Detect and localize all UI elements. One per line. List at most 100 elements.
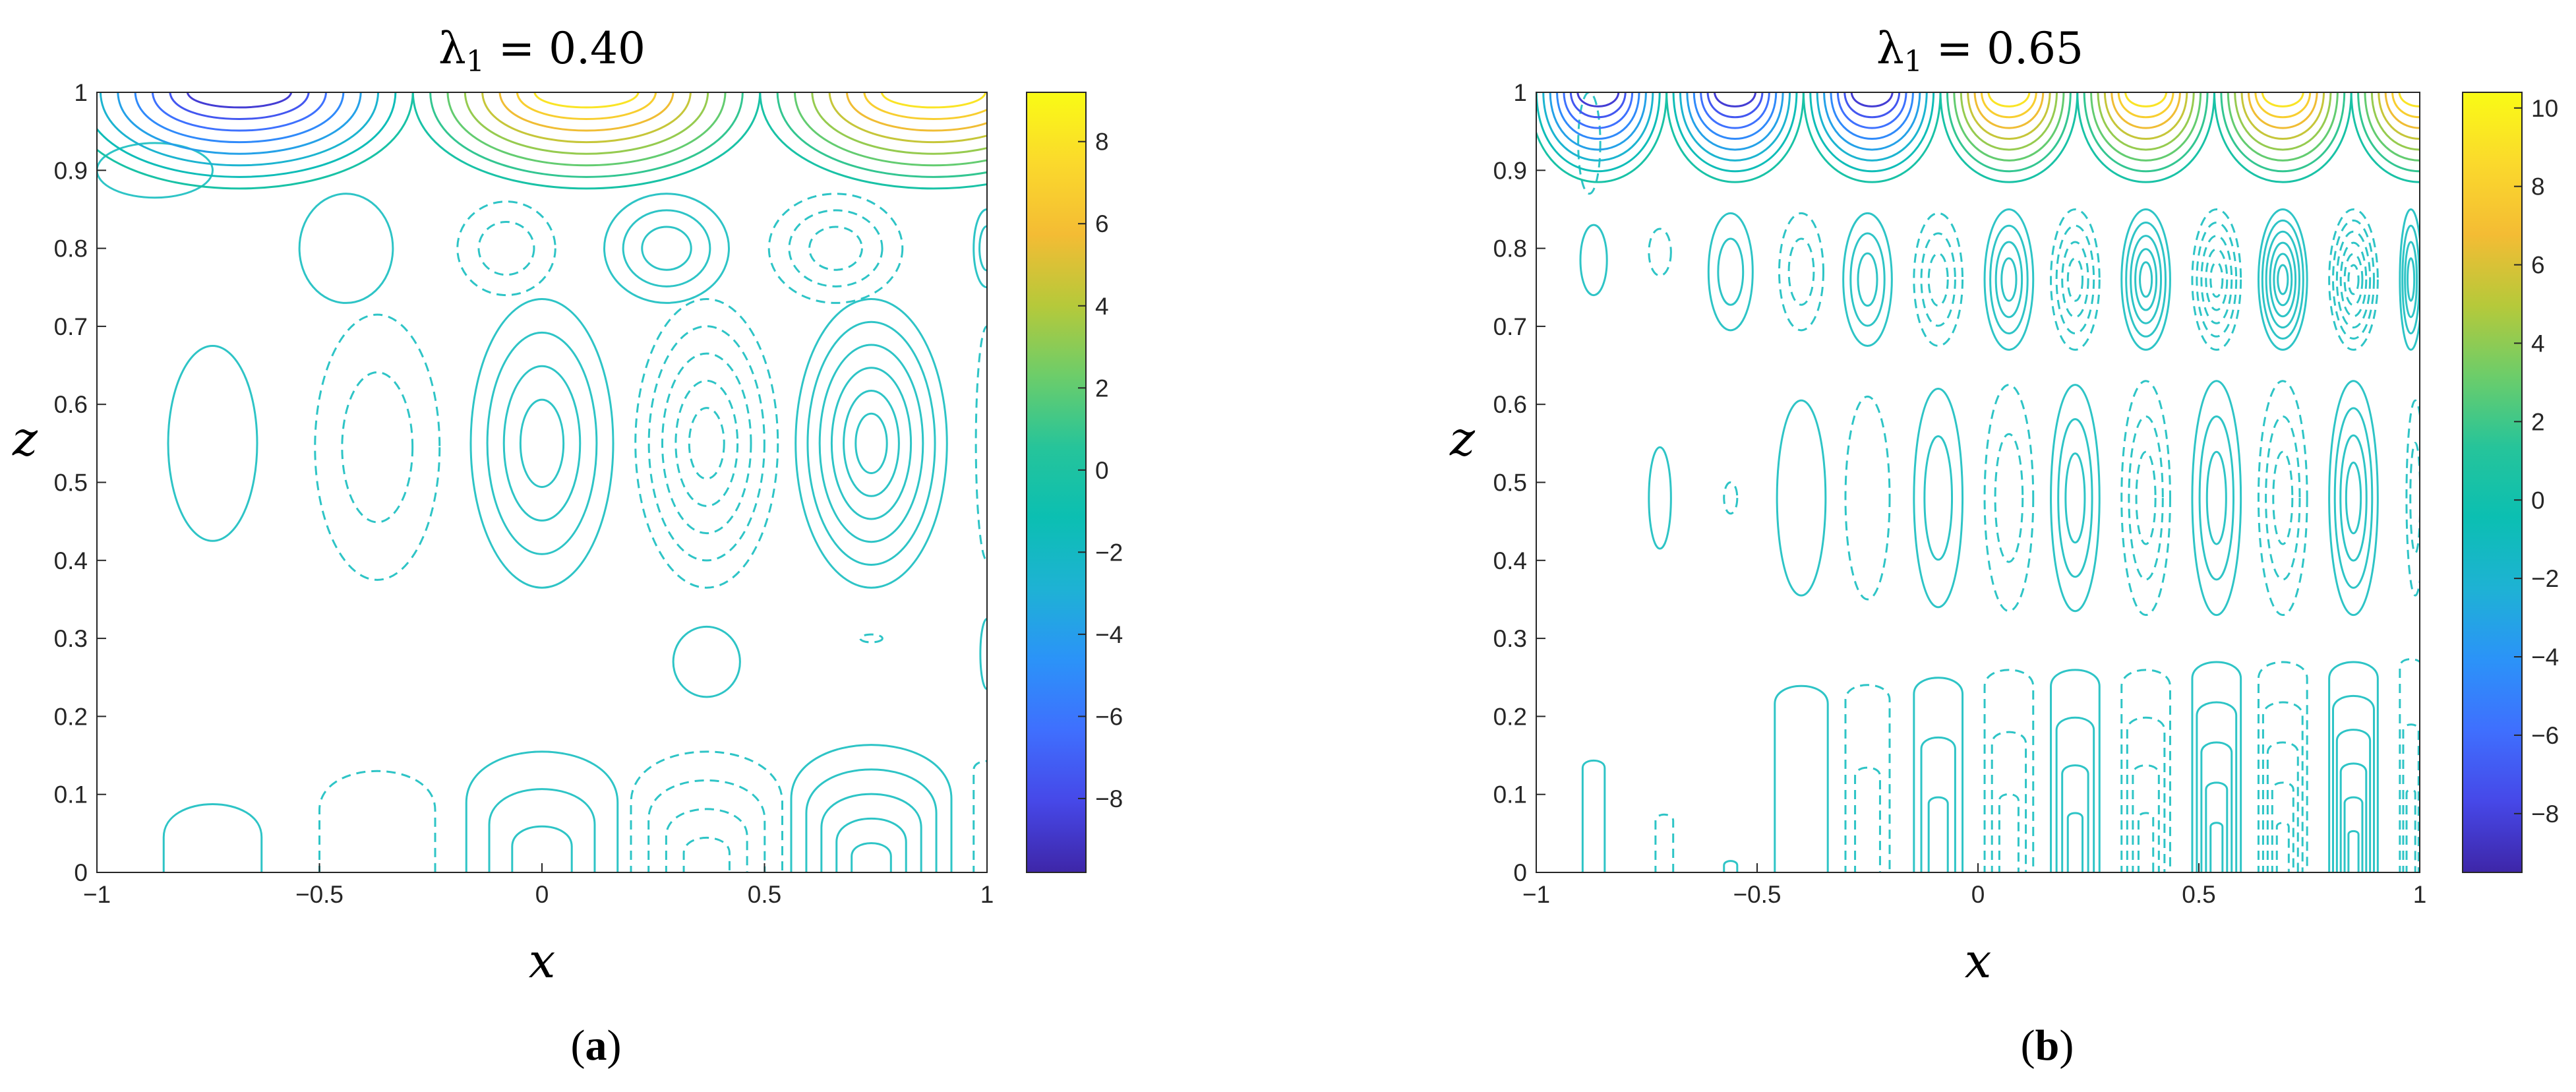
contour-line-high: [828, 92, 987, 143]
contour-line-high: [2240, 92, 2325, 140]
contour-line-positive: [1923, 435, 1954, 561]
contour-line-positive: [830, 367, 913, 520]
contour-line-positive: [2332, 694, 2375, 872]
contour-line-negative: [647, 779, 766, 872]
contour-line-high: [2213, 92, 2352, 183]
colorbar-gradient: [1026, 92, 1087, 873]
colorbar-tick-label: −2: [1095, 539, 1123, 566]
contour-line-positive: [835, 817, 907, 872]
contour-line-negative: [630, 750, 783, 872]
contour-line-positive: [794, 297, 948, 589]
contour-line-negative: [634, 297, 779, 589]
contour-line-negative: [2196, 222, 2238, 338]
contour-line-negative: [682, 836, 731, 872]
title-lambda: λ: [438, 23, 466, 74]
colorbar-tick-label: 8: [2531, 173, 2545, 200]
contour-line-negative: [1983, 384, 2035, 613]
contour-line-negative: [808, 226, 863, 271]
contour-line-positive: [2261, 219, 2304, 340]
contour-line-high: [481, 92, 692, 143]
contour-line-negative: [456, 200, 556, 297]
contour-line-negative: [2126, 716, 2166, 872]
y-tick-label: 1: [74, 79, 88, 106]
contour-line-high: [2076, 92, 2215, 183]
colorbar-gradient: [2462, 92, 2523, 873]
contour-line-positive: [1717, 237, 1745, 306]
panel-label-b: (b): [2021, 1021, 2074, 1070]
contour-line-positive: [1774, 684, 1829, 872]
contour-line-positive: [469, 297, 614, 589]
contour-line-high: [1973, 92, 2045, 129]
contour-line-high: [759, 92, 987, 190]
contour-line-high: [1967, 92, 2051, 140]
contour-line-high: [881, 92, 986, 109]
contour-line-high: [794, 92, 987, 167]
contour-line-positive: [2209, 822, 2224, 872]
contour-line-positive: [486, 331, 598, 555]
x-tick-label: 0: [1971, 881, 1985, 908]
contour-line-positive: [818, 344, 924, 543]
contour-line-high: [97, 92, 397, 178]
contour-line-high: [97, 92, 414, 190]
x-tick-label: 0: [535, 881, 549, 908]
contour-line-positive: [2273, 253, 2293, 307]
contour-line-negative: [1927, 252, 1949, 307]
x-tick-label: 1: [980, 881, 994, 908]
y-axis-label: z: [12, 411, 38, 466]
title-subscript: 1: [466, 45, 485, 78]
contour-line-positive: [2277, 264, 2289, 295]
colorbar: 8 6 4 2 0 −2 −4 −6 −8: [1026, 92, 1123, 873]
colorbar-tick-label: 6: [2531, 252, 2545, 279]
y-tick-label: 0.3: [1493, 625, 1527, 652]
contour-line-positive: [2404, 241, 2418, 318]
y-tick-label: 0.9: [54, 157, 88, 184]
contour-line-positive: [2139, 261, 2153, 298]
contour-line-positive: [2205, 450, 2227, 545]
contour-line-high: [429, 92, 744, 178]
contour-line-negative: [647, 325, 765, 562]
contour-line-negative: [318, 770, 436, 872]
contour-line-high: [464, 92, 709, 155]
contour-line-high: [863, 92, 987, 120]
contour-line-positive: [1983, 208, 2035, 351]
contour-line-negative: [2261, 701, 2304, 872]
contour-line-positive: [820, 793, 922, 872]
contour-line-negative: [2120, 669, 2171, 872]
contour-line-positive: [2061, 764, 2089, 872]
contour-line-positive: [806, 320, 936, 566]
contour-line-positive: [167, 344, 258, 542]
x-axis-label: x: [529, 933, 556, 988]
y-tick-label: 0.4: [54, 547, 88, 574]
contour-line-negative: [661, 352, 752, 535]
contour-line-positive: [2328, 380, 2379, 617]
contour-line-negative: [688, 407, 725, 480]
contour-line-high: [169, 92, 310, 120]
x-tick-label: 0.5: [2182, 881, 2215, 908]
contour-line-high: [1809, 92, 1935, 173]
contour-line-high: [100, 92, 379, 167]
contour-line-positive: [2125, 222, 2167, 338]
colorbar-tick-label: 0: [2531, 487, 2545, 514]
contour-line-positive: [854, 412, 888, 475]
contour-line-negative: [2209, 261, 2224, 298]
contour-line-positive: [2269, 241, 2297, 318]
colorbar-tick-label: −8: [1095, 785, 1123, 812]
contour-line-negative: [1723, 481, 1739, 515]
contour-line-high: [1536, 92, 1668, 183]
contour-line-high: [811, 92, 987, 155]
contour-line-negative: [1998, 793, 2020, 872]
contour-line-negative: [2405, 789, 2416, 872]
contour-line-positive: [2339, 434, 2368, 562]
contour-line-negative: [1920, 232, 1956, 327]
contour-line-positive: [805, 768, 938, 872]
title-value: = 0.40: [485, 23, 645, 74]
contour-line-high: [2254, 92, 2312, 119]
contour-line-positive: [2399, 208, 2420, 351]
colorbar-tick-label: −6: [1095, 703, 1123, 730]
colorbar-tick-label: −4: [2531, 644, 2559, 671]
contour-line-high: [1536, 92, 1661, 173]
x-tick-label: −1: [83, 881, 111, 908]
contour-lines: [1536, 92, 2420, 872]
colorbar-tick-label: 4: [2531, 330, 2545, 357]
